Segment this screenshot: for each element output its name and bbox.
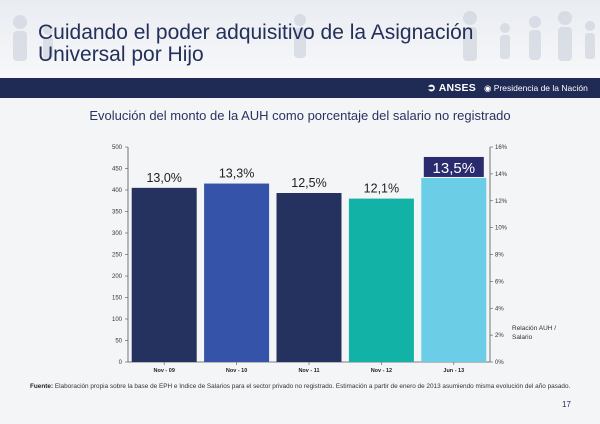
bar	[421, 177, 487, 362]
bar	[131, 187, 197, 362]
y2-axis-label-line2: Salario	[512, 334, 533, 341]
y-tick-label: 200	[112, 274, 123, 280]
bar	[204, 183, 270, 362]
data-label: 13,5%	[433, 160, 476, 177]
y2-tick-label: 14%	[495, 172, 508, 178]
footnote: Fuente: Elaboración propia sobre la base…	[30, 383, 570, 390]
x-tick-label: Nov - 11	[298, 368, 319, 374]
y-tick-label: 500	[112, 145, 123, 151]
y2-tick-label: 16%	[495, 145, 508, 151]
y-tick-label: 300	[112, 231, 123, 237]
chart-title: Evolución del monto de la AUH como porce…	[89, 108, 511, 123]
y-tick-label: 50	[115, 339, 122, 345]
y-tick-label: 350	[112, 210, 123, 216]
people-silhouettes-icon	[13, 11, 595, 61]
header-band	[0, 78, 600, 98]
data-label: 12,1%	[364, 182, 399, 196]
y-tick-label: 0	[119, 360, 123, 366]
data-label-highlight	[423, 156, 484, 177]
y2-tick-label: 2%	[495, 333, 504, 339]
footnote-text: Elaboración propia sobre la base de EPH …	[53, 383, 571, 390]
page-title-line2: Universal por Hijo	[38, 43, 204, 66]
bar	[348, 198, 414, 362]
x-tick-label: Nov - 09	[153, 368, 174, 374]
footnote-label: Fuente:	[30, 383, 54, 390]
data-label: 12,5%	[291, 176, 326, 190]
anses-logo-icon: ➲	[427, 82, 436, 94]
y2-tick-label: 10%	[495, 226, 508, 232]
data-label: 13,3%	[219, 167, 254, 181]
y2-tick-label: 12%	[495, 199, 508, 205]
data-label: 13,0%	[146, 171, 181, 185]
y-tick-label: 250	[112, 253, 123, 259]
page-title-line1: Cuidando el poder adquisitivo de la Asig…	[38, 21, 474, 44]
presidencia-text: Presidencia de la Nación	[493, 83, 588, 93]
page-title: Cuidando el poder adquisitivo de la Asig…	[38, 22, 473, 66]
bar	[276, 193, 342, 362]
anses-label: ANSES	[438, 82, 476, 94]
y2-tick-label: 0%	[495, 360, 504, 366]
x-tick-label: Nov - 12	[371, 368, 392, 374]
presidencia-label: ◉ Presidencia de la Nación	[484, 83, 588, 94]
x-tick-label: Jun - 13	[443, 368, 464, 374]
y2-tick-label: 6%	[495, 279, 504, 285]
anses-logo: ➲ ANSES	[427, 82, 476, 94]
x-tick-label: Nov - 10	[226, 368, 247, 374]
y2-axis-label-line1: Relación AUH /	[512, 325, 556, 332]
y-tick-label: 150	[112, 296, 123, 302]
y2-tick-label: 4%	[495, 306, 504, 312]
y-tick-label: 100	[112, 317, 123, 323]
page-number: 17	[562, 400, 571, 409]
y-tick-label: 450	[112, 167, 123, 173]
coat-of-arms-icon: ◉	[484, 83, 492, 93]
header-banner: Cuidando el poder adquisitivo de la Asig…	[0, 0, 600, 78]
y-tick-label: 400	[112, 188, 123, 194]
y2-tick-label: 8%	[495, 253, 504, 259]
